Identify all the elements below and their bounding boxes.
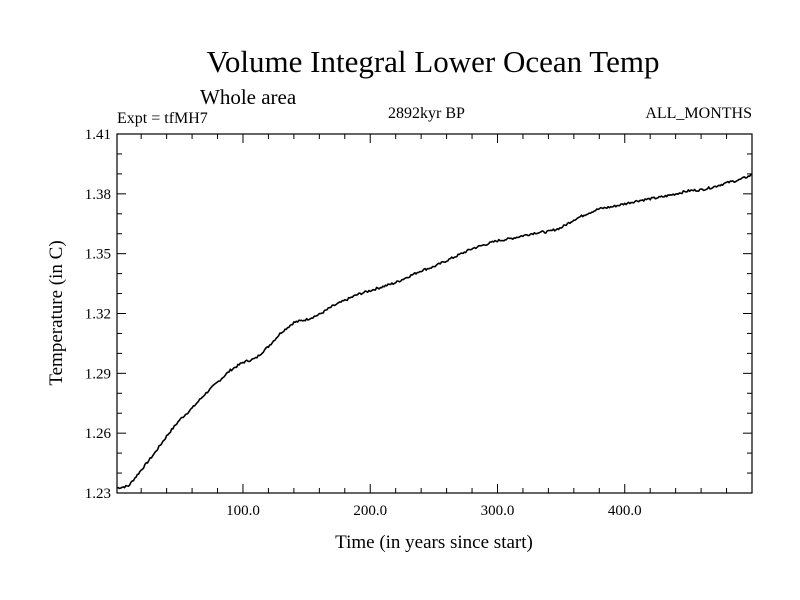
months-label: ALL_MONTHS [645, 105, 752, 122]
x-tick-label: 400.0 [608, 503, 642, 519]
x-tick-label: 100.0 [226, 503, 260, 519]
axis-tick-labels: 1.23 1.26 1.29 1.32 1.35 1.38 1.41 100.0 200.0 30… [85, 127, 642, 519]
y-tick-label: 1.41 [85, 127, 111, 143]
x-axis-label: Time (in years since start) [335, 532, 533, 553]
y-tick-label: 1.32 [85, 307, 111, 323]
y-axis-label: Temperature (in C) [46, 240, 67, 385]
x-tick-label: 300.0 [481, 503, 515, 519]
axis-ticks [117, 133, 752, 494]
x-tick-label: 200.0 [353, 503, 387, 519]
y-tick-label: 1.23 [85, 486, 111, 502]
y-tick-label: 1.38 [85, 187, 111, 203]
chart-title: Volume Integral Lower Ocean Temp [207, 44, 660, 79]
temperature-series-line [116, 173, 753, 490]
period-label: 2892kyr BP [388, 105, 465, 122]
plot-frame [116, 133, 753, 494]
y-tick-label: 1.35 [85, 247, 111, 263]
experiment-label: Expt = tfMH7 [117, 110, 208, 127]
y-tick-label: 1.29 [85, 366, 111, 382]
chart-subtitle: Whole area [200, 85, 297, 109]
y-tick-label: 1.26 [85, 426, 112, 442]
